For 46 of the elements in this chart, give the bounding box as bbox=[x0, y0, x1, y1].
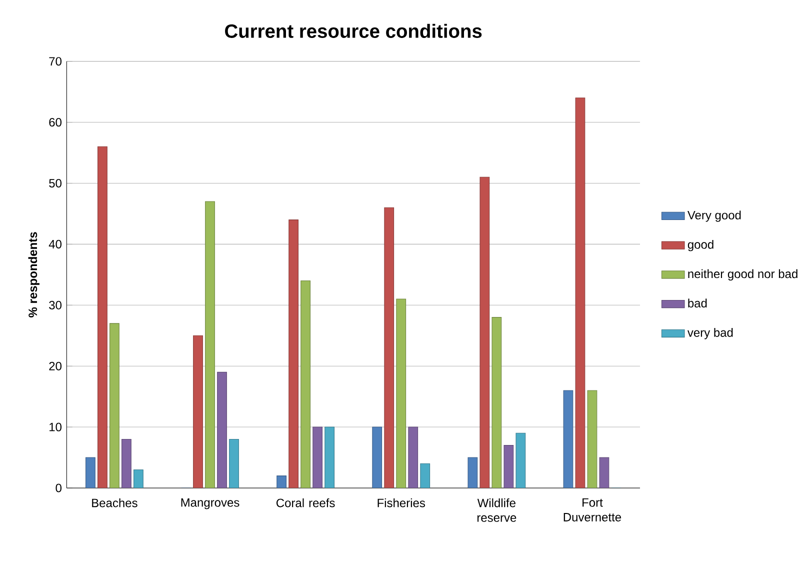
x-tick-label: Mangroves bbox=[181, 498, 240, 510]
bar bbox=[480, 177, 490, 488]
bar bbox=[134, 470, 144, 488]
bar bbox=[312, 426, 322, 488]
chart-title: Current resource conditions bbox=[225, 24, 482, 38]
bar bbox=[492, 317, 502, 488]
bar bbox=[384, 208, 394, 488]
bar bbox=[205, 201, 215, 488]
bar bbox=[324, 426, 334, 488]
bar bbox=[408, 426, 418, 488]
y-tick-label: 40 bbox=[48, 240, 62, 249]
bar bbox=[575, 98, 586, 488]
legend-label: neither good nor bad bbox=[688, 269, 798, 281]
bar bbox=[288, 220, 298, 488]
y-tick-label: 70 bbox=[49, 57, 62, 66]
x-tick-label: Beaches bbox=[92, 498, 138, 508]
bar bbox=[587, 390, 598, 488]
y-tick-label: 10 bbox=[50, 422, 62, 432]
legend-label: very bad bbox=[687, 328, 733, 340]
bar bbox=[504, 445, 514, 488]
y-tick-label: 0 bbox=[56, 484, 62, 492]
y-tick-label: 20 bbox=[49, 362, 62, 371]
bar bbox=[396, 298, 406, 488]
bar bbox=[300, 280, 310, 488]
bar bbox=[110, 323, 120, 488]
bar bbox=[193, 336, 203, 488]
x-tick-label: Fisheries bbox=[378, 498, 426, 508]
y-tick-label: 30 bbox=[49, 301, 62, 310]
bar bbox=[229, 439, 239, 488]
y-tick-label: 60 bbox=[49, 118, 62, 127]
legend-label: good bbox=[688, 240, 714, 252]
y-axis-title: % respondents bbox=[28, 232, 40, 318]
legend-label: bad bbox=[688, 298, 707, 308]
bar bbox=[372, 426, 382, 488]
bar bbox=[563, 390, 574, 488]
x-tick-label: Wildlife reserve bbox=[477, 498, 516, 522]
x-tick-label: Coral reefs bbox=[276, 498, 335, 508]
bar bbox=[276, 476, 286, 488]
bar bbox=[516, 433, 526, 488]
legend-label: Very good bbox=[687, 210, 741, 222]
y-tick-label: 50 bbox=[49, 179, 62, 188]
x-tick-label: Fort Duvernette bbox=[564, 498, 622, 522]
bar bbox=[122, 439, 132, 488]
bar bbox=[98, 146, 108, 488]
bar bbox=[217, 372, 227, 488]
bar bbox=[86, 457, 96, 488]
